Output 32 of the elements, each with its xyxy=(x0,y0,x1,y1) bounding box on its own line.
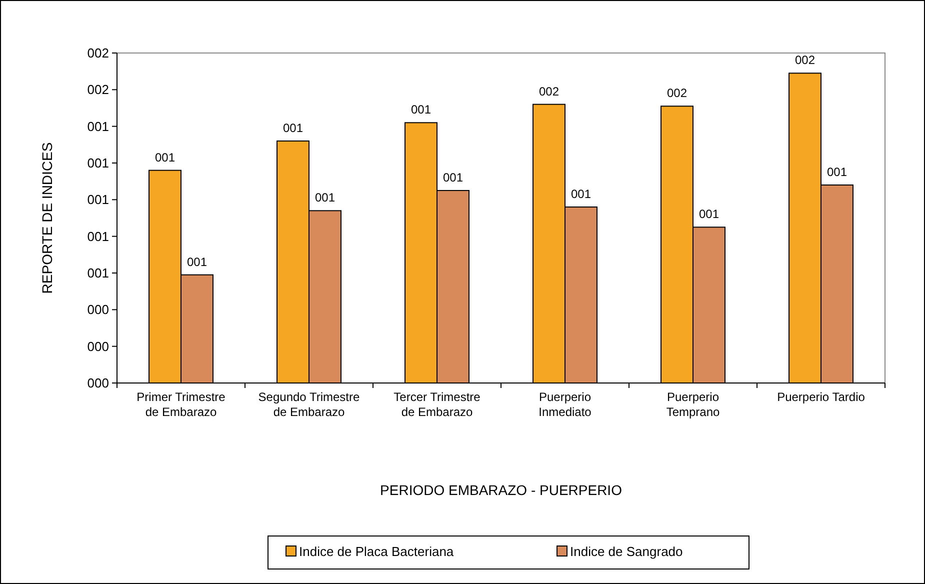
data-label: 002 xyxy=(794,53,816,68)
y-tick-label: 001 xyxy=(87,228,109,244)
legend-label: Indice de Sangrado xyxy=(570,544,683,559)
data-label: 001 xyxy=(410,102,432,117)
x-tick-label: Puerperio Inmediato xyxy=(538,390,592,419)
x-tick-label: Primer Trimestre de Embarazo xyxy=(136,390,226,419)
y-axis-title: REPORTE DE INDICES xyxy=(39,142,55,294)
data-label: 001 xyxy=(186,254,208,269)
y-tick-label: 002 xyxy=(87,46,109,61)
x-tick-label: Puerperio Tardio xyxy=(777,390,866,404)
data-label: 001 xyxy=(698,207,720,222)
x-tick-label: Tercer Trimestre de Embarazo xyxy=(394,390,481,419)
data-label: 001 xyxy=(570,187,592,201)
x-axis-title: PERIODO EMBARAZO - PUERPERIO xyxy=(380,482,622,498)
y-tick-label: 001 xyxy=(87,156,109,171)
data-label: 001 xyxy=(154,150,176,164)
y-tick-label: 000 xyxy=(87,376,109,391)
y-tick-label: 002 xyxy=(87,82,109,98)
data-label: 001 xyxy=(442,170,464,184)
data-label: 001 xyxy=(314,190,336,205)
data-label: 002 xyxy=(666,86,688,100)
data-label: 002 xyxy=(538,84,560,98)
y-tick-label: 001 xyxy=(87,266,109,281)
y-tick-label: 001 xyxy=(87,118,109,134)
data-label: 001 xyxy=(826,165,848,179)
y-tick-label: 000 xyxy=(87,302,109,318)
y-tick-label: 000 xyxy=(87,338,109,354)
x-tick-label: Puerperio Temprano xyxy=(666,390,720,419)
data-label: 001 xyxy=(282,121,304,135)
x-tick-label: Segundo Trimestre de Embarazo xyxy=(258,390,360,419)
y-tick-label: 001 xyxy=(87,192,109,208)
legend-label: Indice de Placa Bacteriana xyxy=(299,544,454,559)
